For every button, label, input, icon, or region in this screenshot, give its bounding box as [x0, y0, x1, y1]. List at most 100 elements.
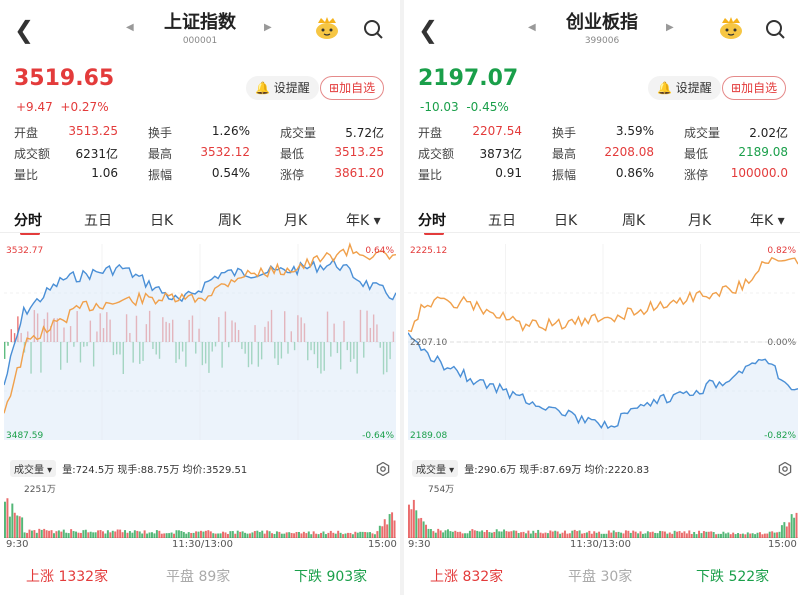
- volume-bar: [515, 530, 518, 538]
- volume-bar: [468, 530, 471, 538]
- volume-bar: [466, 533, 469, 538]
- volume-bar: [322, 531, 325, 538]
- volume-bar: [249, 533, 251, 538]
- stat-label: 成交量: [280, 126, 317, 140]
- volume-bar: [114, 531, 117, 538]
- volume-bar: [378, 525, 381, 538]
- volume-bar: [749, 533, 752, 538]
- volume-bar: [285, 532, 288, 538]
- mascot-icon[interactable]: [314, 16, 340, 40]
- mascot-icon[interactable]: [718, 16, 744, 40]
- volume-bar: [347, 532, 349, 538]
- volume-bar: [229, 531, 232, 538]
- volume-selector[interactable]: 成交量 ▾: [412, 460, 459, 477]
- volume-bar: [649, 532, 652, 538]
- volume-bar: [298, 532, 300, 538]
- tab-5day[interactable]: 五日: [488, 213, 516, 229]
- stat-value: 100000.0: [730, 166, 788, 180]
- unchanged-count: 平盘 30家: [568, 569, 633, 585]
- volume-bar: [35, 532, 38, 538]
- stat-label: 量比: [418, 168, 443, 182]
- volume-selector-label: 成交量: [416, 465, 446, 476]
- net-flow-bar: [7, 342, 9, 346]
- back-icon[interactable]: ❮: [14, 16, 35, 44]
- volume-header: 成交量 ▾ 量:290.6万 现手:87.69万 均价:2220.83: [412, 460, 649, 477]
- search-icon[interactable]: [764, 18, 786, 40]
- stat-label: 涨停: [684, 168, 709, 182]
- set-alert-button[interactable]: 🔔 设提醒: [648, 76, 721, 100]
- volume-max-label: 754万: [428, 485, 454, 495]
- volume-bar: [634, 531, 637, 538]
- tab-fenshi[interactable]: 分时: [418, 213, 446, 229]
- volume-bar: [790, 514, 793, 538]
- add-watchlist-button[interactable]: ⊞加自选: [722, 76, 787, 100]
- stat-value: 0.54%: [211, 166, 250, 180]
- average-line: [408, 256, 798, 333]
- tab-monthly-k[interactable]: 月K: [688, 213, 712, 229]
- index-code: 000001: [182, 36, 218, 46]
- settings-gear-icon[interactable]: [376, 462, 390, 476]
- volume-bar: [185, 533, 188, 538]
- volume-bar: [642, 533, 644, 538]
- volume-bar: [92, 532, 95, 538]
- volume-bar: [111, 530, 114, 538]
- intraday-chart[interactable]: 3532.77 3487.59 0.64% -0.64%: [4, 236, 396, 454]
- volume-bar: [439, 530, 442, 538]
- volume-bar: [456, 531, 459, 538]
- volume-bar: [495, 529, 498, 538]
- volume-bar: [315, 533, 318, 538]
- price-area: [4, 259, 396, 440]
- volume-bar: [231, 531, 234, 538]
- volume-bar: [698, 530, 701, 538]
- volume-bar: [251, 532, 254, 538]
- tab-weekly-k[interactable]: 周K: [622, 213, 646, 229]
- volume-selector[interactable]: 成交量 ▾: [10, 460, 57, 477]
- stat-label: 最低: [280, 147, 305, 161]
- tab-fenshi[interactable]: 分时: [14, 213, 42, 229]
- volume-bar: [705, 531, 708, 538]
- volume-bar: [522, 531, 525, 538]
- intraday-chart[interactable]: 2225.12 2189.08 0.82% -0.82% 2207.10 0.00%: [408, 236, 798, 454]
- prev-index-icon[interactable]: ◀: [126, 22, 134, 33]
- volume-bar: [295, 531, 298, 538]
- axis-low-label: 3487.59: [6, 431, 43, 441]
- index-panel-sh: ❮ ◀ 上证指数 000001 ▶ 3519.65 +9.47 +0.27% 🔔…: [0, 12, 400, 585]
- prev-index-icon[interactable]: ◀: [528, 22, 536, 33]
- volume-bar: [106, 530, 109, 538]
- volume-bar: [138, 531, 141, 538]
- volume-bar: [165, 533, 168, 538]
- volume-bar: [600, 533, 603, 538]
- next-index-icon[interactable]: ▶: [666, 22, 674, 33]
- tab-monthly-k[interactable]: 月K: [284, 213, 308, 229]
- stat-value: 2189.08: [738, 145, 788, 159]
- volume-bar: [551, 531, 554, 538]
- set-alert-button[interactable]: 🔔 设提醒: [246, 76, 319, 100]
- volume-bar: [155, 530, 158, 538]
- volume-bar: [590, 533, 593, 538]
- volume-bar: [581, 533, 584, 538]
- volume-bar: [388, 514, 391, 538]
- search-icon[interactable]: [362, 18, 384, 40]
- tab-yearly-k[interactable]: 年K ▾: [346, 213, 381, 229]
- tab-yearly-k[interactable]: 年K ▾: [750, 213, 785, 229]
- add-watchlist-button[interactable]: ⊞加自选: [320, 76, 385, 100]
- volume-bar: [432, 531, 435, 538]
- volume-bar: [180, 531, 183, 538]
- tab-5day[interactable]: 五日: [84, 213, 112, 229]
- volume-bar: [6, 498, 9, 538]
- volume-bar: [759, 532, 761, 538]
- next-index-icon[interactable]: ▶: [264, 22, 272, 33]
- volume-bar: [324, 534, 327, 538]
- volume-bar: [720, 533, 722, 538]
- volume-bar: [87, 532, 90, 538]
- tab-daily-k[interactable]: 日K: [150, 213, 174, 229]
- volume-bar: [283, 533, 286, 538]
- volume-bar: [583, 533, 586, 538]
- stat-value: 2.02亿: [749, 126, 788, 140]
- volume-bar: [512, 530, 515, 538]
- tab-weekly-k[interactable]: 周K: [218, 213, 242, 229]
- volume-bar: [534, 532, 537, 538]
- back-icon[interactable]: ❮: [418, 16, 439, 44]
- settings-gear-icon[interactable]: [778, 462, 792, 476]
- tab-daily-k[interactable]: 日K: [554, 213, 578, 229]
